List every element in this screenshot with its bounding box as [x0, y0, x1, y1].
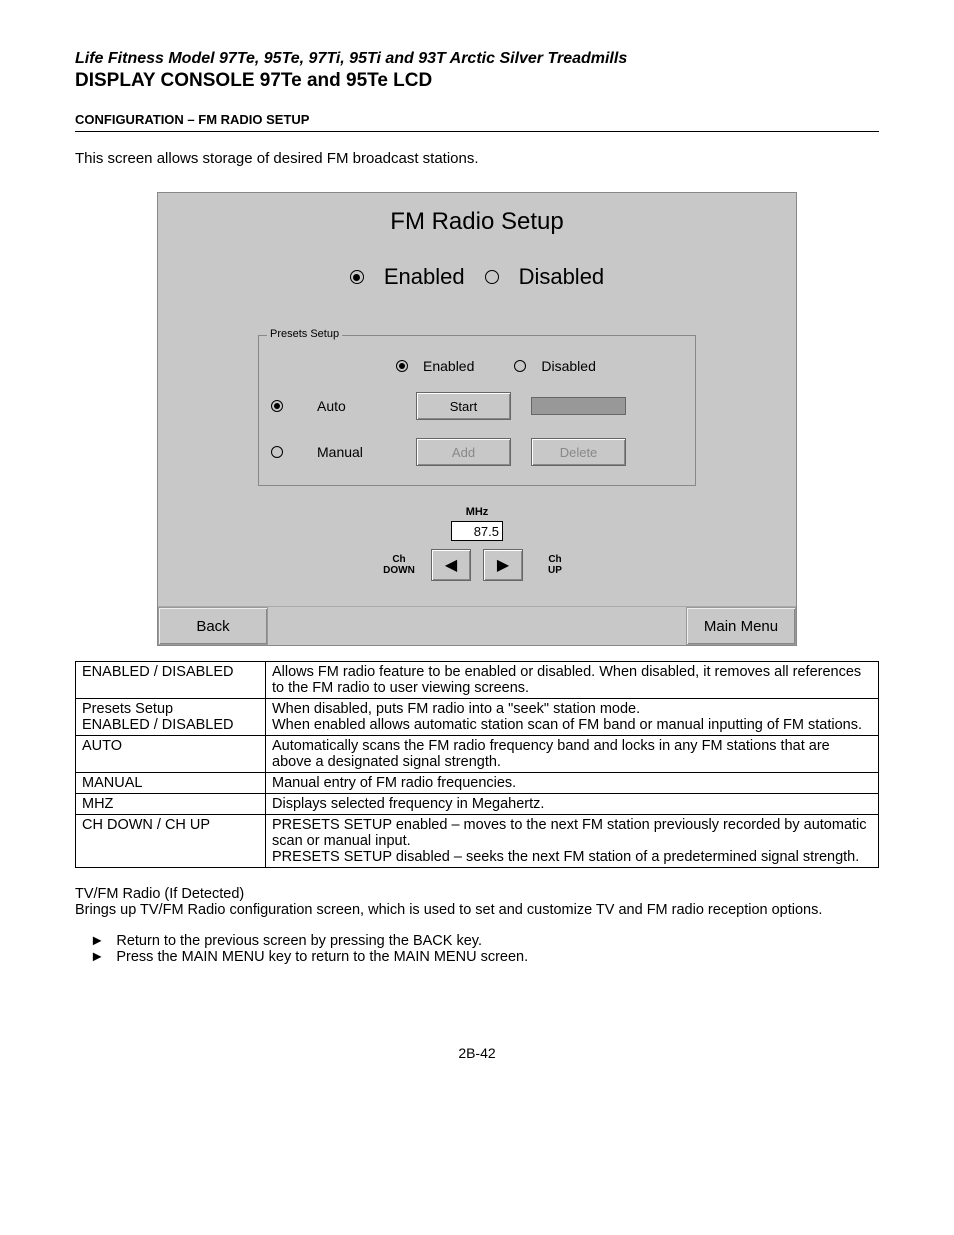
description-table: ENABLED / DISABLEDAllows FM radio featur… [75, 661, 879, 868]
mhz-section: MHz 87.5 ChDOWN ◀ ▶ ChUP [158, 506, 796, 581]
ch-down-label: ChDOWN [379, 554, 419, 576]
section-heading: CONFIGURATION – FM RADIO SETUP [75, 112, 879, 132]
table-key: MANUAL [76, 773, 266, 794]
list-text: Press the MAIN MENU key to return to the… [116, 949, 528, 965]
table-value: Allows FM radio feature to be enabled or… [266, 662, 879, 699]
presets-enabled-label: Enabled [423, 358, 474, 374]
fieldset-legend: Presets Setup [267, 328, 342, 340]
bullet-icon: ► [90, 949, 104, 965]
doc-title: Life Fitness Model 97Te, 95Te, 97Ti, 95T… [75, 50, 879, 68]
page-number: 2B-42 [75, 1045, 879, 1061]
table-key: MHZ [76, 794, 266, 815]
ch-up-label: ChUP [535, 554, 575, 576]
presets-enable-row: Enabled Disabled [396, 358, 683, 374]
mode-auto-label: Auto [317, 398, 382, 414]
table-row: Presets SetupENABLED / DISABLEDWhen disa… [76, 699, 879, 736]
lcd-title: FM Radio Setup [158, 208, 796, 236]
table-row: MANUALManual entry of FM radio frequenci… [76, 773, 879, 794]
bullet-icon: ► [90, 933, 104, 949]
auto-row: Auto Start [271, 392, 683, 420]
presets-radio-enabled[interactable] [396, 360, 408, 372]
table-value: Manual entry of FM radio frequencies. [266, 773, 879, 794]
lcd-screenshot: FM Radio Setup Enabled Disabled Presets … [157, 192, 797, 646]
footer-heading: TV/FM Radio (If Detected) [75, 886, 244, 902]
doc-subtitle: DISPLAY CONSOLE 97Te and 95Te LCD [75, 70, 879, 92]
channel-row: ChDOWN ◀ ▶ ChUP [158, 549, 796, 581]
instruction-list: ► Return to the previous screen by press… [75, 933, 879, 965]
footer-paragraph: TV/FM Radio (If Detected) Brings up TV/F… [75, 886, 879, 918]
fm-enable-radio-group: Enabled Disabled [158, 264, 796, 290]
add-button[interactable]: Add [416, 438, 511, 466]
footer-body: Brings up TV/FM Radio configuration scre… [75, 902, 822, 918]
table-row: ENABLED / DISABLEDAllows FM radio featur… [76, 662, 879, 699]
radio-enabled-label: Enabled [384, 264, 465, 290]
table-key: Presets SetupENABLED / DISABLED [76, 699, 266, 736]
mode-manual-label: Manual [317, 444, 382, 460]
table-value: When disabled, puts FM radio into a "see… [266, 699, 879, 736]
list-text: Return to the previous screen by pressin… [116, 933, 482, 949]
mode-radio-manual[interactable] [271, 446, 283, 458]
intro-text: This screen allows storage of desired FM… [75, 150, 879, 167]
table-row: MHZDisplays selected frequency in Megahe… [76, 794, 879, 815]
scan-progress [531, 397, 626, 415]
delete-button[interactable]: Delete [531, 438, 626, 466]
table-key: ENABLED / DISABLED [76, 662, 266, 699]
mhz-value[interactable]: 87.5 [451, 521, 503, 541]
start-button[interactable]: Start [416, 392, 511, 420]
presets-setup-fieldset: Presets Setup Enabled Disabled Auto Star… [258, 335, 696, 486]
table-row: AUTOAutomatically scans the FM radio fre… [76, 736, 879, 773]
radio-disabled[interactable] [485, 270, 499, 284]
table-value: Displays selected frequency in Megahertz… [266, 794, 879, 815]
mhz-label: MHz [158, 506, 796, 518]
lcd-bottom-bar: Back Main Menu [158, 606, 796, 645]
list-item: ► Press the MAIN MENU key to return to t… [90, 949, 879, 965]
radio-disabled-label: Disabled [519, 264, 605, 290]
mode-radio-auto[interactable] [271, 400, 283, 412]
presets-radio-disabled[interactable] [514, 360, 526, 372]
back-button[interactable]: Back [158, 607, 268, 645]
ch-up-button[interactable]: ▶ [483, 549, 523, 581]
radio-enabled[interactable] [350, 270, 364, 284]
ch-down-button[interactable]: ◀ [431, 549, 471, 581]
manual-row: Manual Add Delete [271, 438, 683, 466]
main-menu-button[interactable]: Main Menu [686, 607, 796, 645]
table-value: PRESETS SETUP enabled – moves to the nex… [266, 815, 879, 868]
table-row: CH DOWN / CH UPPRESETS SETUP enabled – m… [76, 815, 879, 868]
table-value: Automatically scans the FM radio frequen… [266, 736, 879, 773]
presets-disabled-label: Disabled [541, 358, 595, 374]
table-key: AUTO [76, 736, 266, 773]
table-key: CH DOWN / CH UP [76, 815, 266, 868]
list-item: ► Return to the previous screen by press… [90, 933, 879, 949]
